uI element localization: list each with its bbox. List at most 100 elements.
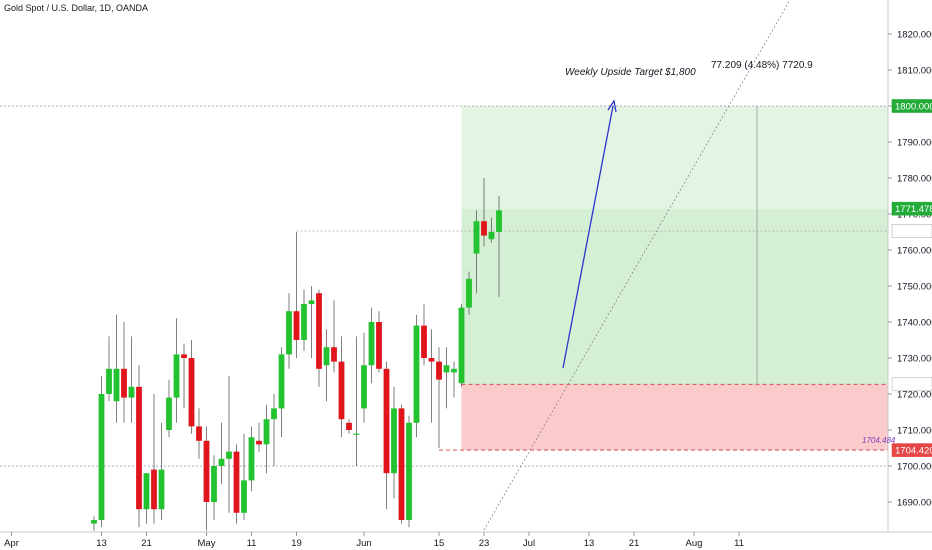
price-tick-label: 1710.000 bbox=[897, 426, 932, 437]
candle-body bbox=[143, 473, 150, 510]
stop-note-label: 1704.484 bbox=[862, 436, 896, 445]
candle-down bbox=[428, 329, 435, 423]
price-tick-label: 1760.000 bbox=[897, 246, 932, 257]
candle-up bbox=[166, 379, 172, 438]
price-tick-label: 1700.000 bbox=[897, 462, 932, 473]
candle-body bbox=[218, 458, 225, 466]
candle-down bbox=[383, 361, 390, 510]
candle-body bbox=[481, 221, 487, 236]
candle-up bbox=[211, 455, 217, 520]
candle-body bbox=[113, 368, 120, 402]
candle-down bbox=[481, 178, 487, 247]
candle-up bbox=[308, 286, 315, 358]
candle-body bbox=[91, 520, 97, 524]
candle-body bbox=[301, 304, 307, 340]
price-tag-label: 1765.256 bbox=[895, 227, 932, 238]
candle-body bbox=[391, 408, 397, 474]
candle-up bbox=[113, 314, 120, 423]
candle-down bbox=[136, 365, 142, 528]
time-tick-label: 13 bbox=[584, 538, 595, 549]
drawing-overlays bbox=[562, 99, 617, 369]
candle-body bbox=[331, 347, 337, 362]
candle-up bbox=[458, 304, 465, 387]
time-tick-label: May bbox=[198, 538, 216, 549]
candle-body bbox=[106, 368, 112, 394]
candle-body bbox=[316, 293, 322, 369]
price-tag-box bbox=[891, 99, 932, 113]
candle-body bbox=[188, 358, 195, 427]
price-tick-label: 1690.000 bbox=[897, 498, 932, 509]
candle-body bbox=[136, 386, 142, 510]
candle-down bbox=[151, 394, 157, 524]
trade-zones bbox=[461, 106, 888, 451]
candle-up bbox=[226, 376, 232, 513]
time-axis[interactable]: Apr 13 21 May 11 19 Jun 15 23 Jul 13 21 Aug 11 bbox=[4, 532, 744, 549]
price-tag-label: 1771.478 bbox=[895, 204, 932, 215]
time-tick-label: 11 bbox=[734, 538, 744, 549]
candle-up bbox=[368, 307, 375, 384]
price-tick-label: 1790.000 bbox=[897, 138, 932, 149]
candles-layer bbox=[91, 178, 502, 531]
candle-body bbox=[353, 433, 360, 435]
candle-body bbox=[286, 311, 292, 355]
candle-body bbox=[496, 210, 502, 232]
price-tick-label: 1780.000 bbox=[897, 174, 932, 185]
candle-body bbox=[151, 469, 157, 510]
candle-up bbox=[106, 336, 112, 402]
candle-up bbox=[451, 361, 457, 398]
candle-body bbox=[128, 386, 135, 398]
candle-down bbox=[316, 289, 322, 387]
candle-body bbox=[233, 451, 240, 513]
price-tick-label: 1730.000 bbox=[897, 354, 932, 365]
candle-up bbox=[488, 217, 495, 243]
time-tick-label: Jun bbox=[356, 538, 371, 549]
candle-up bbox=[466, 271, 472, 315]
candle-body bbox=[263, 419, 270, 445]
candle-body bbox=[473, 221, 480, 254]
candle-up bbox=[158, 422, 165, 520]
candle-up bbox=[218, 422, 225, 484]
candle-body bbox=[278, 354, 285, 409]
candle-body bbox=[413, 325, 420, 423]
price-tags: 1800.000 1771.478 1765.256 1722.700 1704.420 bbox=[891, 99, 932, 457]
candle-up bbox=[406, 415, 412, 528]
candle-down bbox=[181, 343, 187, 409]
candle-body bbox=[376, 322, 382, 369]
candle-body bbox=[436, 361, 442, 380]
price-tick-label: 1820.000 bbox=[897, 30, 932, 41]
candle-down bbox=[203, 426, 210, 531]
time-tick-label: 15 bbox=[434, 538, 445, 549]
candle-body bbox=[346, 422, 352, 430]
candle-up bbox=[143, 473, 150, 524]
price-tag-box bbox=[891, 443, 932, 457]
projection-arrow-head bbox=[607, 99, 617, 113]
candle-up bbox=[413, 314, 420, 438]
candle-body bbox=[488, 232, 495, 240]
candle-down bbox=[188, 340, 195, 434]
price-tag-label: 1704.420 bbox=[895, 446, 932, 457]
candle-up bbox=[248, 426, 255, 492]
candle-up bbox=[496, 196, 502, 297]
candle-body bbox=[451, 368, 457, 373]
target-annotation: Weekly Upside Target $1,800 bbox=[565, 67, 696, 78]
candle-down bbox=[121, 322, 127, 423]
candle-body bbox=[98, 394, 105, 520]
candle-body bbox=[248, 437, 255, 481]
stop-zone bbox=[461, 384, 888, 451]
candle-up bbox=[91, 516, 97, 531]
measure-annotation: 77.209 (4.48%) 7720.9 bbox=[711, 60, 813, 71]
candle-down bbox=[436, 347, 442, 448]
candle-body bbox=[398, 408, 405, 520]
time-tick-label: Apr bbox=[4, 538, 19, 549]
candle-up bbox=[473, 210, 480, 294]
candle-body bbox=[323, 347, 330, 366]
candle-down bbox=[256, 422, 262, 452]
price-tick-label: 1720.000 bbox=[897, 390, 932, 401]
price-tag-box bbox=[891, 201, 932, 216]
time-tick-label: 21 bbox=[141, 538, 152, 549]
candle-up bbox=[98, 376, 105, 528]
projection-arrow-shaft bbox=[562, 105, 614, 369]
candle-up bbox=[443, 347, 450, 409]
